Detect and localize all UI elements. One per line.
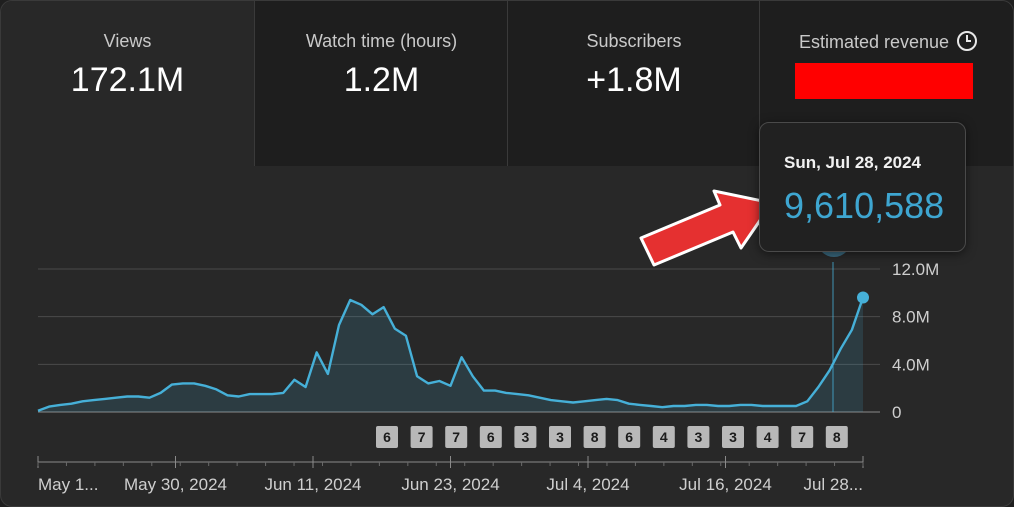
y-tick-label: 4.0M xyxy=(892,355,930,374)
tooltip-value: 9,610,588 xyxy=(784,185,945,226)
annotation-badge-count: 7 xyxy=(418,429,426,445)
tab-subscribers[interactable]: Subscribers +1.8M xyxy=(507,1,760,166)
annotation-badge xyxy=(825,426,848,448)
annotation-badge xyxy=(549,426,571,448)
x-tick-label: Jul 16, 2024 xyxy=(679,475,772,494)
tab-views-label: Views xyxy=(103,31,152,51)
tab-views[interactable]: Views 172.1M xyxy=(1,1,254,166)
x-tick-label: Jun 11, 2024 xyxy=(264,475,361,494)
red-arrow-icon xyxy=(639,189,774,267)
annotation-badge xyxy=(756,426,779,448)
annotation-badge-count: 7 xyxy=(452,429,460,445)
annotation-badge-count: 8 xyxy=(833,429,841,445)
annotation-badge xyxy=(445,426,468,448)
x-axis: May 1... May 30, 2024 Jun 11, 2024 Jun 23, … xyxy=(37,456,864,494)
y-tick-label: 0 xyxy=(892,403,901,422)
tab-revenue-label-row: Estimated revenue xyxy=(760,31,1013,53)
annotation-badge-count: 7 xyxy=(798,429,806,445)
tab-views-value: 172.1M xyxy=(70,61,185,99)
annotation-badge xyxy=(479,426,502,448)
annotation-badge xyxy=(722,426,744,448)
tab-subscribers-value: +1.8M xyxy=(586,61,682,99)
annotation-badge-count: 3 xyxy=(522,429,530,445)
annotation-badge xyxy=(514,426,537,448)
x-tick-label: May 30, 2024 xyxy=(124,475,227,494)
annotation-badge-count: 6 xyxy=(487,429,495,445)
clock-icon[interactable] xyxy=(957,31,978,51)
annotation-badge xyxy=(410,426,433,448)
annotation-badges: 6 7 7 6 3 3 8 6 4 3 3 4 7 8 xyxy=(376,426,848,448)
annotation-badge xyxy=(618,426,641,448)
annotation-badge xyxy=(376,426,398,448)
highlight-point xyxy=(857,291,869,304)
tab-watch-time-value: 1.2M xyxy=(343,61,420,99)
y-tick-label: 12.0M xyxy=(892,260,939,279)
y-axis: 0 4.0M 8.0M 12.0M xyxy=(892,260,939,422)
annotation-badge xyxy=(652,426,675,448)
annotation-badge-count: 4 xyxy=(764,429,772,445)
annotation-badge-count: 6 xyxy=(625,429,633,445)
tab-watch-time-label: Watch time (hours) xyxy=(305,31,458,51)
tab-subscribers-label: Subscribers xyxy=(586,31,682,51)
tab-revenue-label: Estimated revenue xyxy=(798,32,950,52)
chart-tooltip: Sun, Jul 28, 2024 9,610,588 xyxy=(759,122,966,252)
redacted-revenue-value xyxy=(795,63,973,99)
annotation-badge xyxy=(791,426,814,448)
tooltip-date: Sun, Jul 28, 2024 xyxy=(784,153,922,172)
annotation-badge-count: 3 xyxy=(556,429,564,445)
tab-watch-time[interactable]: Watch time (hours) 1.2M xyxy=(254,1,508,166)
x-tick-label: Jun 23, 2024 xyxy=(401,475,499,494)
area-fill xyxy=(38,297,863,412)
annotation-badge-count: 8 xyxy=(591,429,599,445)
x-tick-label: Jul 4, 2024 xyxy=(546,475,629,494)
annotation-badge-count: 3 xyxy=(695,429,703,445)
annotation-badge-count: 3 xyxy=(729,429,737,445)
x-tick-label: Jul 28... xyxy=(803,475,863,494)
chart-area xyxy=(37,297,865,412)
annotation-badge-count: 4 xyxy=(660,429,668,445)
annotation-badge xyxy=(583,426,606,448)
series-line xyxy=(37,297,865,412)
annotation-badge-count: 6 xyxy=(383,429,391,445)
annotation-badge xyxy=(687,426,710,448)
x-tick-label: May 1... xyxy=(38,475,98,494)
pointer-arrow xyxy=(639,189,774,267)
y-tick-label: 8.0M xyxy=(892,308,930,327)
